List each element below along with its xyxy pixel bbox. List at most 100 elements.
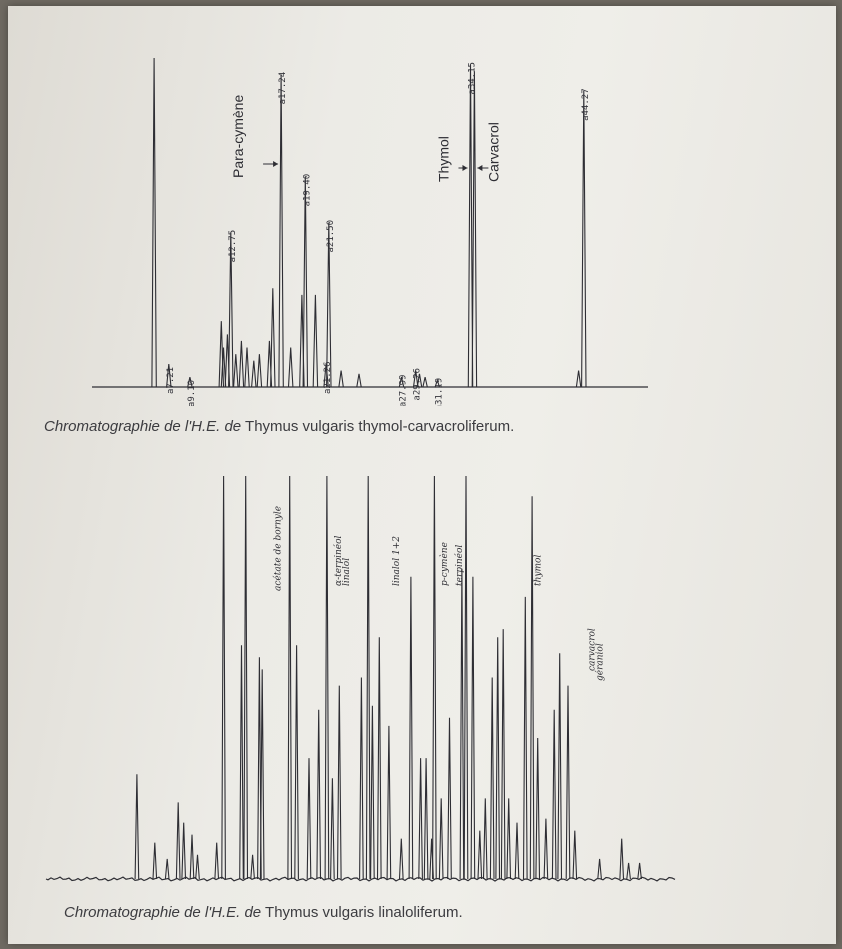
chart-2-annotation-7: carvacrol xyxy=(587,628,597,671)
chart-1-peak-10 xyxy=(251,360,257,388)
chart-2-peak-8 xyxy=(221,475,226,880)
chart-2-peak-24 xyxy=(376,637,382,880)
chart-1-rt-label-7: a27.99 xyxy=(399,375,409,406)
chart-2-peak-15 xyxy=(294,645,299,880)
chart-2-peak-40 xyxy=(495,637,501,880)
chart-1-peak-27 xyxy=(434,378,441,388)
chart-2-peak-47 xyxy=(543,818,549,880)
chart-1-peak-13 xyxy=(270,288,276,388)
chart-2-annotation-4: p-cymène xyxy=(439,542,450,586)
chart-2-peak-20 xyxy=(336,685,342,880)
chart-2-peak-9 xyxy=(239,645,244,880)
chart-1-rt-label-2: a12.75 xyxy=(228,230,238,263)
chart-1-peak-31 xyxy=(581,90,587,388)
chart-2-peak-6 xyxy=(195,854,200,880)
chart-2-peak-41 xyxy=(500,629,506,880)
chart-1-peak-19 xyxy=(323,363,329,388)
chart-2-peak-13 xyxy=(259,669,265,880)
chart-1-peak-18 xyxy=(312,294,319,388)
chart-1-peak-6 xyxy=(228,232,234,388)
chart-1-peak-0 xyxy=(151,57,157,388)
chart-2-peak-36 xyxy=(470,576,476,880)
chart-2-peak-21 xyxy=(359,677,364,880)
chart-2-peak-38 xyxy=(482,798,488,880)
chart-2-peak-4 xyxy=(181,822,187,880)
chart-2-annotation-2: linalol xyxy=(342,558,352,586)
chart-2-peak-34 xyxy=(459,568,465,880)
chart-1-rt-label-8: a29.26 xyxy=(413,368,423,401)
chart-1-peak-29 xyxy=(471,71,478,388)
chart-2-peak-5 xyxy=(189,834,195,880)
chart-2-peak-39 xyxy=(489,677,495,880)
chart-2-peak-32 xyxy=(438,798,444,880)
chart-1-peak-28 xyxy=(467,64,474,388)
chart-1-rt-label-3: a17.24 xyxy=(278,72,288,105)
chart-2-peak-19 xyxy=(330,778,335,880)
chart-2-peak-3 xyxy=(175,802,181,880)
chart-2-peak-53 xyxy=(619,838,625,880)
chart-1-peak-21 xyxy=(338,370,344,388)
chart-1-peak-14 xyxy=(278,74,284,388)
chart-2-peak-49 xyxy=(557,653,563,880)
chart-1-peak-7 xyxy=(233,354,239,388)
chart-1-peak-22 xyxy=(356,373,362,388)
chart-2-peak-51 xyxy=(572,830,578,880)
chart-2-annotation-0: acétate de bornyle xyxy=(272,506,283,591)
chart-2-annotation-1: α-terpinéol xyxy=(333,535,344,586)
chart-2-peak-46 xyxy=(535,737,541,880)
chart-1-peak-26 xyxy=(422,376,428,388)
chart-2-peak-25 xyxy=(386,725,392,880)
chart-1-compound-label-1: Thymol xyxy=(436,136,452,182)
chart-2-peak-23 xyxy=(370,705,375,880)
chart-1-rt-label-10: a34.15 xyxy=(468,62,478,95)
chart-2-peak-50 xyxy=(565,685,571,880)
chart-1-rt-label-4: a19.40 xyxy=(302,174,312,207)
chart-1-compound-label-0: Para-cymène xyxy=(230,95,246,178)
chart-2-caption-italic: Chromatographie de l'H.E. de xyxy=(64,904,262,921)
chart-2-peak-54 xyxy=(626,862,631,880)
chart-2-peak-10 xyxy=(243,475,249,880)
chart-2-peak-11 xyxy=(250,854,255,880)
chromatogram-thymol-carvacroliferum: a7.21 a9.10 a12.75 a17.24 a19.40 a21.50 a21.26… xyxy=(92,57,648,406)
chart-2-peak-22 xyxy=(365,475,371,880)
chart-1-peak-17 xyxy=(302,176,309,388)
chart-2-peak-45 xyxy=(529,496,535,880)
chart-2-peak-7 xyxy=(214,842,220,880)
chart-2-baseline xyxy=(45,876,676,882)
chart-2-peak-31 xyxy=(432,475,437,880)
chart-1-compound-label-2: Carvacrol xyxy=(485,122,501,182)
chart-1-caption-species: Thymus vulgaris thymol-carvacroliferum. xyxy=(245,418,515,435)
chart-1-rt-label-5: a21.50 xyxy=(326,220,336,253)
chart-1-peak-8 xyxy=(238,340,245,388)
chart-1-peak-2 xyxy=(187,376,193,388)
chart-1-rt-label-0: a7.21 xyxy=(166,367,176,394)
chart-2-peak-52 xyxy=(597,858,602,880)
chart-1-caption-italic: Chromatographie de l'H.E. de xyxy=(44,418,242,435)
chart-1-peak-23 xyxy=(398,376,405,388)
chart-1-rt-label-11: a44.27 xyxy=(581,88,591,121)
chart-2-peak-37 xyxy=(477,830,483,880)
chart-2-caption-species: Thymus vulgaris linaloliferum. xyxy=(265,904,463,921)
chart-1-rt-label-6: a21.26 xyxy=(323,361,333,394)
chart-1-compound-arrowhead-1 xyxy=(462,165,468,171)
chart-2-annotation-8: géraniol xyxy=(595,643,606,681)
chart-1-peak-1 xyxy=(166,363,172,388)
chart-2-peak-16 xyxy=(306,758,312,880)
chart-1-peak-4 xyxy=(220,347,227,388)
chart-2-peak-44 xyxy=(522,596,528,880)
chart-2-peak-17 xyxy=(316,709,322,880)
chart-1-peak-9 xyxy=(244,347,250,388)
chart-1-peak-20 xyxy=(326,222,332,388)
chart-2-peak-48 xyxy=(551,709,557,880)
book-page: a7.21 a9.10 a12.75 a17.24 a19.40 a21.50 a21.26… xyxy=(8,6,836,944)
chart-1-peak-24 xyxy=(412,370,419,388)
chart-2-peak-43 xyxy=(514,822,520,880)
chart-1-caption: Chromatographie de l'H.E. de Thymus vulg… xyxy=(44,418,514,435)
chart-1-rt-label-1: a9.10 xyxy=(187,380,197,406)
chart-2-peak-14 xyxy=(287,475,293,880)
chart-2-peak-2 xyxy=(164,858,170,880)
chart-2-peak-29 xyxy=(423,758,429,880)
chart-1-peak-11 xyxy=(256,354,263,388)
chart-2-annotation-6: thymol xyxy=(534,555,544,586)
chart-2-peak-0 xyxy=(134,774,140,880)
